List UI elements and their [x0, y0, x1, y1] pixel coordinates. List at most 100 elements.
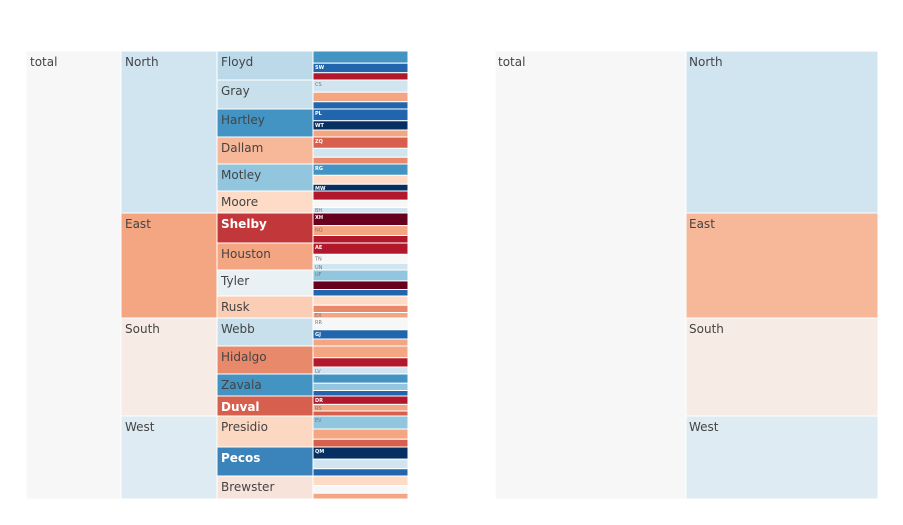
icicle-right-region-south[interactable]	[685, 317, 879, 417]
icicle-left-county-label: Floyd	[221, 55, 253, 69]
icicle-left-leaf[interactable]	[312, 338, 409, 347]
icicle-left-leaf[interactable]	[312, 329, 409, 340]
icicle-right-region-north[interactable]	[685, 50, 879, 214]
icicle-left-leaf[interactable]	[312, 136, 409, 149]
icicle-left-leaf-label: PL	[315, 111, 323, 117]
icicle-right-group: total North East South West	[494, 50, 879, 500]
icicle-left-leaf[interactable]	[312, 269, 409, 282]
icicle-left-region-west[interactable]	[120, 415, 218, 500]
icicle-left-county-floyd[interactable]	[216, 50, 314, 81]
icicle-left-county-label: Brewster	[221, 480, 274, 494]
icicle-left-leaf[interactable]	[312, 403, 409, 412]
icicle-left-leaf[interactable]	[312, 190, 409, 201]
icicle-left-region-label: South	[125, 322, 160, 336]
icicle-left-leaf[interactable]	[312, 280, 409, 291]
icicle-left-leaf[interactable]	[312, 492, 409, 500]
icicle-left-leaf[interactable]	[312, 163, 409, 176]
icicle-left-leaf[interactable]	[312, 101, 409, 110]
icicle-left-leaf[interactable]	[312, 183, 409, 192]
icicle-left-leaf[interactable]	[312, 212, 409, 227]
icicle-left-leaf[interactable]	[312, 50, 409, 64]
icicle-left-leaf-label: DR	[315, 398, 323, 404]
icicle-left-root-label: total	[30, 55, 57, 69]
icicle-left-leaf[interactable]	[312, 475, 409, 487]
icicle-left-root[interactable]	[25, 50, 122, 500]
icicle-left-county-pecos[interactable]	[216, 446, 314, 477]
icicle-left-group: total North Floyd SW Gray CS Hartley PL WT Dallam…	[25, 50, 409, 500]
icicle-left-county-label: Motley	[221, 168, 261, 182]
icicle-left-leaf[interactable]	[312, 129, 409, 138]
icicle-left-leaf-label: SW	[315, 65, 325, 71]
icicle-left-leaf[interactable]	[312, 174, 409, 185]
icicle-left-leaf[interactable]	[312, 415, 409, 430]
icicle-left-leaf[interactable]	[312, 373, 409, 384]
icicle-left-leaf[interactable]	[312, 262, 409, 271]
icicle-left-leaf[interactable]	[312, 120, 409, 131]
icicle-left-leaf-label: UF	[315, 272, 322, 278]
icicle-left-leaf[interactable]	[312, 345, 409, 359]
icicle-left-leaf[interactable]	[312, 108, 409, 122]
icicle-left-county-label: Gray	[221, 84, 250, 98]
icicle-left-leaf[interactable]	[312, 156, 409, 165]
icicle-left-county-label: Rusk	[221, 300, 250, 314]
icicle-left-county-label: Presidio	[221, 420, 268, 434]
icicle-left-leaf[interactable]	[312, 446, 409, 460]
icicle-left-leaf[interactable]	[312, 485, 409, 494]
icicle-left-county-tyler[interactable]	[216, 269, 314, 297]
icicle-left-leaf[interactable]	[312, 91, 409, 103]
icicle-left-leaf[interactable]	[312, 253, 409, 264]
icicle-left-leaf[interactable]	[312, 295, 409, 306]
icicle-left-leaf-label: WT	[315, 123, 325, 129]
icicle-left-leaf[interactable]	[312, 382, 409, 391]
icicle-left-leaf[interactable]	[312, 357, 409, 368]
icicle-left-leaf[interactable]	[312, 207, 409, 214]
icicle-right-region-west[interactable]	[685, 415, 879, 500]
icicle-left-county-label: Dallam	[221, 141, 263, 155]
icicle-left-leaf[interactable]	[312, 242, 409, 255]
icicle-left-leaf-label: RS	[315, 406, 322, 412]
icicle-left-leaf[interactable]	[312, 235, 409, 244]
icicle-left-region-label: East	[125, 217, 151, 231]
icicle-left-leaf[interactable]	[312, 147, 409, 158]
icicle-left-leaf[interactable]	[312, 199, 409, 209]
icicle-right-root-label: total	[498, 55, 525, 69]
icicle-right-region-east[interactable]	[685, 212, 879, 319]
icicle-left-leaf[interactable]	[312, 312, 409, 319]
icicle-right-region-label: West	[689, 420, 719, 434]
icicle-left-county-gray[interactable]	[216, 79, 314, 110]
icicle-left-county-label: Webb	[221, 322, 255, 336]
icicle-left-county-houston[interactable]	[216, 242, 314, 271]
icicle-left-leaf[interactable]	[312, 79, 409, 93]
icicle-left-leaf[interactable]	[312, 428, 409, 440]
icicle-left-leaf-label: QM	[315, 449, 324, 455]
icicle-left-leaf-label: MW	[315, 186, 326, 192]
icicle-left-county-label: Duval	[221, 400, 260, 414]
icicle-left-leaf[interactable]	[312, 458, 409, 470]
icicle-left-leaf[interactable]	[312, 410, 409, 417]
icicle-left-leaf[interactable]	[312, 390, 409, 397]
icicle-left-leaf[interactable]	[312, 438, 409, 448]
icicle-left-county-label: Houston	[221, 247, 271, 261]
icicle-left-leaf-label: LV	[315, 369, 321, 375]
icicle-left-leaf[interactable]	[312, 366, 409, 375]
icicle-left-county-shelby[interactable]	[216, 212, 314, 244]
icicle-right-root[interactable]	[494, 50, 687, 500]
icicle-left-leaf[interactable]	[312, 468, 409, 477]
icicle-left-region-north[interactable]	[120, 50, 218, 214]
icicle-left-leaf-label: EV	[315, 418, 322, 424]
icicle-left-leaf-label: BH	[315, 208, 322, 214]
icicle-left-leaf[interactable]	[312, 72, 409, 81]
icicle-left-leaf-label: RR	[315, 320, 322, 326]
icicle-left-leaf-label: XH	[315, 215, 323, 221]
icicle-left-county-hidalgo[interactable]	[216, 345, 314, 375]
icicle-left-leaf[interactable]	[312, 395, 409, 405]
icicle-left-leaf[interactable]	[312, 304, 409, 313]
icicle-left-leaf[interactable]	[312, 317, 409, 331]
icicle-left-leaf[interactable]	[312, 62, 409, 74]
icicle-left-leaf-label: GJ	[315, 332, 321, 338]
icicle-left-leaf[interactable]	[312, 225, 409, 237]
icicle-left-leaf[interactable]	[312, 289, 409, 297]
icicle-right-region-label: East	[689, 217, 715, 231]
icicle-left-county-webb[interactable]	[216, 317, 314, 347]
